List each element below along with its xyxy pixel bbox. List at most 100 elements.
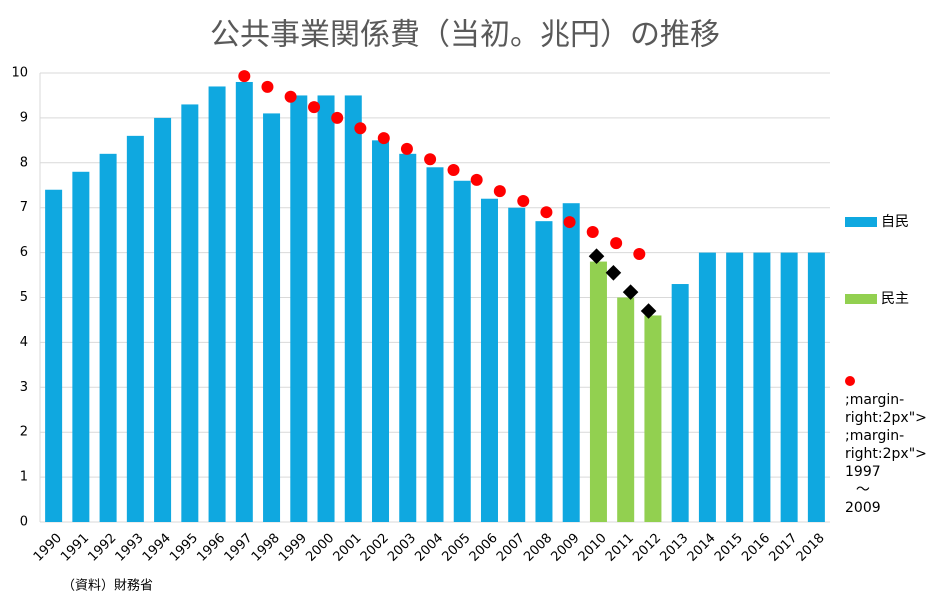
- x-tick-label: 1994: [140, 531, 174, 565]
- legend-swatch: [845, 217, 877, 227]
- y-tick-label: 2: [20, 425, 28, 440]
- y-tick-label: 7: [20, 200, 28, 215]
- bar: [562, 203, 580, 522]
- x-tick-label: 2008: [521, 531, 555, 565]
- x-tick-label: 1996: [194, 531, 228, 565]
- x-tick-label: 2009: [549, 531, 583, 565]
- bar: [181, 104, 199, 523]
- x-tick-label: 2003: [385, 531, 419, 565]
- bar: [399, 153, 417, 522]
- bar: [726, 252, 744, 522]
- x-tick-label: 2018: [794, 531, 828, 565]
- x-tick-label: 2002: [358, 531, 392, 565]
- x-tick-label: 2014: [685, 531, 719, 565]
- x-tick-label: 2015: [712, 531, 746, 565]
- line-marker: [238, 70, 251, 83]
- bar: [453, 180, 471, 522]
- bar: [45, 189, 63, 523]
- y-tick-label: 9: [20, 110, 28, 125]
- line-marker: [610, 237, 623, 250]
- line-marker: [586, 225, 599, 238]
- legend-label: 1997 ～ 2009: [845, 464, 881, 516]
- bar: [317, 95, 335, 522]
- legend-swatch: [845, 294, 877, 304]
- source-note: （資料）財務省: [62, 579, 153, 594]
- legend-swatch: ;margin-right:2px">: [845, 373, 927, 427]
- y-tick-label: 3: [20, 380, 28, 395]
- x-tick-label: 1998: [249, 531, 283, 565]
- bar: [290, 95, 308, 522]
- line-marker: [400, 142, 413, 155]
- x-tick-label: 2007: [494, 531, 528, 565]
- y-tick-label: 0: [20, 515, 28, 530]
- y-tick-label: 6: [20, 245, 28, 260]
- bar: [344, 95, 362, 522]
- bar: [508, 207, 526, 522]
- x-tick-label: 2011: [603, 531, 637, 565]
- bar: [535, 221, 553, 523]
- bar: [644, 315, 662, 522]
- legend-item: 自民: [845, 213, 909, 231]
- y-tick-label: 1: [20, 470, 28, 485]
- x-tick-label: 1999: [276, 531, 310, 565]
- bar: [671, 284, 689, 522]
- x-tick-label: 1993: [113, 531, 147, 565]
- bar: [426, 167, 444, 523]
- line-marker: [605, 265, 622, 281]
- line-marker: [517, 194, 530, 207]
- bar: [753, 252, 771, 522]
- line-marker: [447, 163, 460, 176]
- line-marker: [377, 132, 390, 145]
- legend-label: 自民: [881, 214, 909, 230]
- x-tick-label: 2005: [440, 531, 474, 565]
- bar: [807, 252, 825, 522]
- bar: [72, 171, 90, 522]
- x-tick-label: 1990: [31, 531, 65, 565]
- x-tick-label: 1995: [167, 531, 201, 565]
- x-tick-label: 2017: [766, 531, 800, 565]
- x-tick-label: 2006: [467, 531, 501, 565]
- bar: [154, 117, 172, 523]
- line-marker: [540, 206, 553, 219]
- x-tick-label: 1997: [222, 531, 256, 565]
- y-tick-label: 4: [20, 335, 28, 350]
- line-marker: [261, 80, 274, 93]
- x-tick-label: 2004: [412, 531, 446, 565]
- bar: [480, 198, 498, 522]
- line-marker: [284, 90, 297, 103]
- line-marker: [470, 173, 483, 186]
- bar: [780, 252, 798, 522]
- bar: [263, 113, 281, 522]
- line-marker: [633, 247, 646, 260]
- bar: [372, 140, 390, 522]
- chart-title: 公共事業関係費（当初。兆円）の推移: [210, 18, 720, 53]
- x-tick-label: 2013: [657, 531, 691, 565]
- x-tick-label: 2012: [630, 531, 664, 565]
- bar: [208, 86, 226, 522]
- line-marker: [354, 122, 367, 135]
- x-tick-label: 2000: [303, 531, 337, 565]
- line-marker: [308, 101, 321, 114]
- x-tick-label: 1992: [85, 531, 119, 565]
- x-tick-label: 2001: [331, 531, 365, 565]
- bar: [235, 81, 253, 522]
- y-tick-label: 8: [20, 155, 28, 170]
- legend-item: ;margin-right:2px">;margin-right:2px">19…: [845, 370, 930, 517]
- legend-label: 民主: [881, 291, 909, 307]
- bar: [126, 135, 144, 523]
- bar: [698, 252, 716, 522]
- y-tick-label: 10: [11, 66, 28, 81]
- line-marker: [493, 185, 506, 198]
- bar: [99, 153, 117, 522]
- x-tick-label: 2016: [739, 531, 773, 565]
- line-marker: [563, 216, 576, 229]
- line-marker: [424, 153, 437, 166]
- bar: [589, 261, 607, 522]
- y-tick-label: 5: [20, 290, 28, 305]
- line-marker: [331, 111, 344, 124]
- bar: [617, 297, 635, 522]
- x-tick-label: 2010: [576, 531, 610, 565]
- x-tick-label: 1991: [58, 531, 92, 565]
